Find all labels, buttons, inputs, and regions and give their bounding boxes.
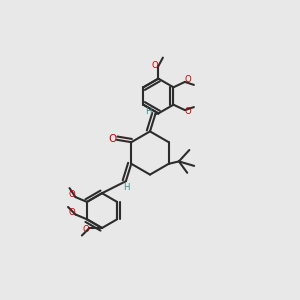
Text: O: O: [184, 107, 191, 116]
Text: H: H: [123, 183, 130, 192]
Text: O: O: [108, 134, 116, 144]
Text: O: O: [69, 208, 75, 217]
Text: O: O: [152, 61, 158, 70]
Text: H: H: [146, 107, 152, 116]
Text: O: O: [82, 225, 89, 234]
Text: O: O: [184, 75, 191, 84]
Text: O: O: [69, 190, 75, 199]
